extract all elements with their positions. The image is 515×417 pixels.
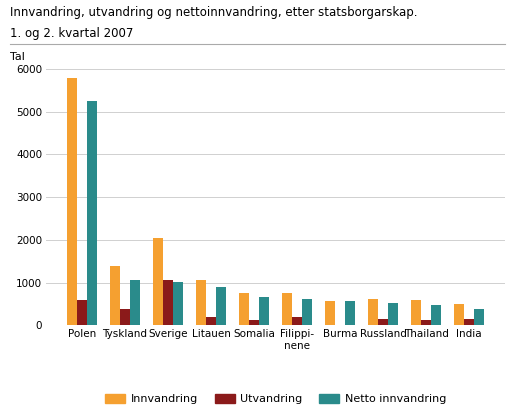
Text: 1. og 2. kvartal 2007: 1. og 2. kvartal 2007 <box>10 27 134 40</box>
Legend: Innvandring, Utvandring, Netto innvandring: Innvandring, Utvandring, Netto innvandri… <box>100 389 451 409</box>
Text: Innvandring, utvandring og nettoinnvandring, etter statsborgarskap.: Innvandring, utvandring og nettoinnvandr… <box>10 6 418 19</box>
Bar <box>153 238 163 325</box>
Bar <box>431 305 441 325</box>
Bar <box>345 301 355 325</box>
Bar <box>368 299 378 325</box>
Bar <box>130 279 140 325</box>
Bar <box>292 317 302 325</box>
Bar <box>110 266 120 325</box>
Bar <box>216 287 226 325</box>
Bar <box>206 317 216 325</box>
Bar <box>163 280 173 325</box>
Bar <box>196 280 206 325</box>
Bar <box>302 299 312 325</box>
Bar <box>325 301 335 325</box>
Bar <box>464 319 474 325</box>
Bar <box>87 101 97 325</box>
Bar <box>173 282 183 325</box>
Bar <box>454 304 464 325</box>
Bar <box>378 319 388 325</box>
Bar <box>421 320 431 325</box>
Bar <box>282 293 292 325</box>
Bar <box>120 309 130 325</box>
Bar <box>388 304 398 325</box>
Text: Tal: Tal <box>10 52 25 62</box>
Bar <box>249 320 259 325</box>
Bar <box>239 293 249 325</box>
Bar <box>67 78 77 325</box>
Bar <box>77 300 87 325</box>
Bar <box>474 309 484 325</box>
Bar <box>259 297 269 325</box>
Bar <box>411 301 421 325</box>
